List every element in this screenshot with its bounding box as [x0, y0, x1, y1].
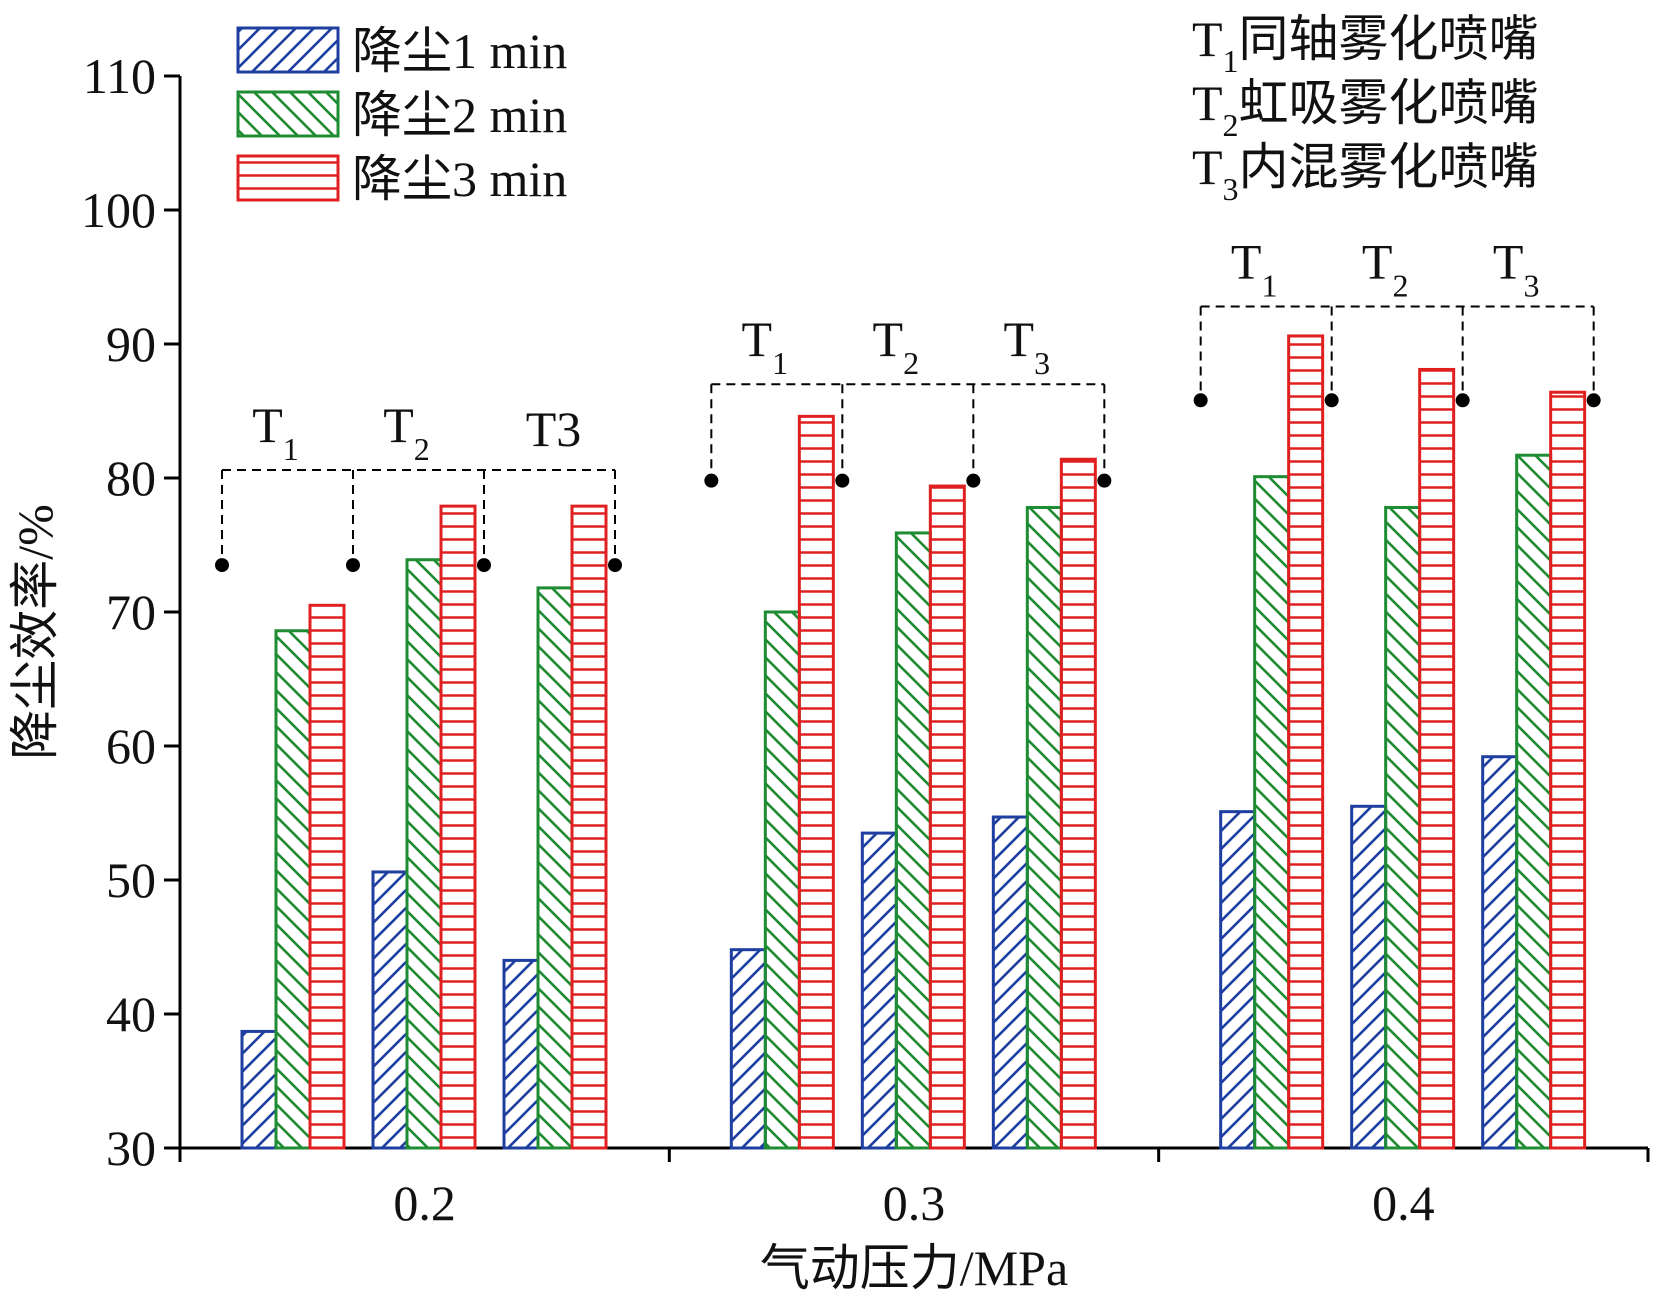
y-axis-title: 降尘效率/% [7, 504, 63, 760]
y-tick-label-50: 50 [106, 852, 156, 908]
nozzle-note-text: 虹吸雾化喷嘴 [1239, 75, 1539, 131]
nozzle-label-main: T [1493, 233, 1524, 289]
bar-0.4-T2-s3 [1418, 367, 1456, 1150]
x-axis-title: 气动压力/MPa [760, 1240, 1068, 1296]
bracket-dot-0.4-3 [1586, 393, 1601, 408]
nozzle-label-main: T [1004, 311, 1035, 367]
bar-0.4-T1-s2 [1253, 475, 1291, 1150]
nozzle-label-main: T [1362, 233, 1393, 289]
nozzle-label-main: T [1231, 233, 1262, 289]
nozzle-label-sub: 2 [903, 345, 919, 381]
nozzle-note-text: 内混雾化喷嘴 [1239, 139, 1539, 195]
bracket-dot-0.4-0 [1193, 393, 1208, 408]
nozzle-label-sub: 1 [1261, 267, 1277, 303]
nozzle-label-0.3-T2: T2 [873, 311, 920, 381]
bracket-dot-0.3-1 [835, 473, 850, 488]
y-tick-label-30: 30 [106, 1120, 156, 1176]
bar-0.4-T2-s2 [1384, 505, 1422, 1150]
bracket-dot-0.4-2 [1455, 393, 1470, 408]
legend-swatch-1 [236, 26, 340, 74]
nozzle-label-main: T [252, 397, 283, 453]
y-tick-label-40: 40 [106, 986, 156, 1042]
bar-0.2-T3-s1 [502, 958, 540, 1150]
bar-0.2-T3-s2 [536, 586, 574, 1150]
nozzle-note-text: 同轴雾化喷嘴 [1239, 11, 1539, 67]
legend-label-2: 降尘2 min [352, 87, 567, 143]
nozzle-label-0.4-T1: T1 [1231, 233, 1278, 303]
bar-0.3-T2-s1 [860, 831, 898, 1150]
nozzle-note-2: T2虹吸雾化喷嘴 [1192, 75, 1539, 143]
bracket-dot-0.4-1 [1324, 393, 1339, 408]
bar-0.4-T3-s3 [1549, 390, 1587, 1150]
bar-0.2-T2-s2 [405, 558, 443, 1150]
bracket-dot-0.3-2 [966, 473, 981, 488]
nozzle-label-main: T [742, 311, 773, 367]
nozzle-label-0.4-T2: T2 [1362, 233, 1409, 303]
bracket-dot-0.3-3 [1097, 473, 1112, 488]
bracket-dot-0.2-1 [346, 558, 360, 573]
nozzle-label-main: T [873, 311, 904, 367]
y-tick-label-60: 60 [106, 718, 156, 774]
nozzle-note-3: T3内混雾化喷嘴 [1192, 139, 1539, 207]
nozzle-note-sub: 3 [1223, 171, 1239, 207]
bar-0.3-T2-s2 [894, 531, 932, 1150]
bracket-dot-0.3-0 [704, 473, 719, 488]
bar-0.3-T1-s3 [797, 414, 835, 1150]
x-tick-label-0.3: 0.3 [883, 1175, 946, 1231]
bar-0.3-T3-s2 [1025, 505, 1063, 1150]
bar-0.3-T1-s2 [763, 610, 801, 1150]
bar-0.4-T1-s3 [1287, 334, 1325, 1150]
legend-swatch-3 [236, 154, 340, 202]
nozzle-label-sub: 3 [1034, 345, 1050, 381]
legend-label-1: 降尘1 min [352, 23, 567, 79]
nozzle-label-0.3-T3: T3 [1004, 311, 1051, 381]
bar-0.3-T3-s3 [1059, 457, 1097, 1150]
nozzle-note-sub: 1 [1223, 43, 1239, 79]
y-tick-label-100: 100 [81, 182, 156, 238]
nozzle-note-1: T1同轴雾化喷嘴 [1192, 11, 1539, 79]
nozzle-note-main: T [1192, 139, 1223, 195]
bar-0.2-T1-s1 [240, 1029, 278, 1150]
nozzle-label-0.2-T2: T2 [383, 397, 430, 467]
nozzle-label-0.3-T1: T1 [742, 311, 789, 381]
nozzle-label-sub: 2 [1392, 267, 1408, 303]
bar-0.3-T3-s1 [991, 815, 1029, 1150]
x-tick-label-0.4: 0.4 [1372, 1175, 1435, 1231]
bar-0.2-T1-s3 [308, 603, 346, 1150]
y-tick-label-70: 70 [106, 584, 156, 640]
bar-0.4-T3-s1 [1481, 755, 1519, 1150]
nozzle-label-0.2-T1: T1 [252, 397, 299, 467]
nozzle-label-main: T [383, 397, 414, 453]
bar-0.2-T1-s2 [274, 629, 312, 1150]
bar-0.2-T2-s3 [439, 504, 477, 1150]
bar-0.3-T1-s1 [729, 948, 767, 1150]
bar-0.3-T2-s3 [928, 484, 966, 1150]
nozzle-note-main: T [1192, 75, 1223, 131]
nozzle-note-sub: 2 [1223, 107, 1239, 143]
bar-0.2-T3-s3 [570, 504, 608, 1150]
y-tick-label-80: 80 [106, 450, 156, 506]
nozzle-label-0.4-T3: T3 [1493, 233, 1540, 303]
y-tick-label-110: 110 [83, 48, 156, 104]
nozzle-label-sub: 3 [1523, 267, 1539, 303]
nozzle-label-sub: 1 [772, 345, 788, 381]
x-tick-label-0.2: 0.2 [393, 1175, 456, 1231]
nozzle-note-main: T [1192, 11, 1223, 67]
bar-0.2-T2-s1 [371, 870, 409, 1150]
y-tick-label-90: 90 [106, 316, 156, 372]
nozzle-label-sub: 2 [414, 431, 430, 467]
bracket-dot-0.2-3 [608, 558, 622, 573]
legend-swatch-2 [236, 90, 340, 138]
bracket-dot-0.2-0 [215, 558, 229, 573]
bracket-dot-0.2-2 [477, 558, 491, 573]
bar-0.4-T3-s2 [1515, 453, 1553, 1150]
nozzle-label-0.2-T3: T3 [526, 401, 582, 457]
legend-label-3: 降尘3 min [352, 151, 567, 207]
bar-0.4-T2-s1 [1350, 804, 1388, 1150]
nozzle-label-sub: 1 [283, 431, 299, 467]
bar-0.4-T1-s1 [1219, 810, 1257, 1150]
